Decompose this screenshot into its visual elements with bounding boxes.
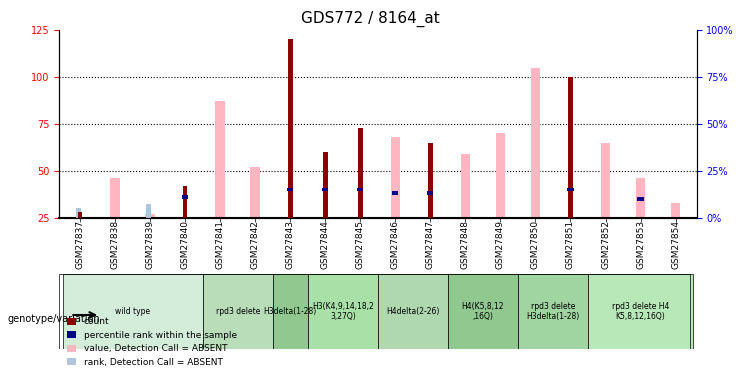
Text: GSM27854: GSM27854 xyxy=(671,220,680,269)
Text: H3delta(1-28): H3delta(1-28) xyxy=(264,307,317,316)
Bar xyxy=(250,167,260,218)
Bar xyxy=(448,274,518,349)
Bar xyxy=(322,188,328,191)
Text: GSM27850: GSM27850 xyxy=(531,220,540,269)
Bar xyxy=(145,214,155,217)
Bar xyxy=(378,274,448,349)
Text: GDS772 / 8164_at: GDS772 / 8164_at xyxy=(301,11,440,27)
Bar xyxy=(323,152,328,217)
Bar xyxy=(496,133,505,218)
Text: GSM27852: GSM27852 xyxy=(601,220,610,269)
Text: GSM27849: GSM27849 xyxy=(496,220,505,269)
Text: rpd3 delete: rpd3 delete xyxy=(216,307,260,316)
Text: GSM27846: GSM27846 xyxy=(391,220,400,269)
Bar xyxy=(531,68,540,218)
Bar xyxy=(518,274,588,349)
Text: H4delta(2-26): H4delta(2-26) xyxy=(386,307,439,316)
Text: GSM27845: GSM27845 xyxy=(356,220,365,269)
Text: H4(K5,8,12
,16Q): H4(K5,8,12 ,16Q) xyxy=(462,302,504,321)
Text: GSM27840: GSM27840 xyxy=(181,220,190,269)
Bar xyxy=(461,154,471,218)
Bar xyxy=(392,191,399,195)
Bar xyxy=(203,274,273,349)
Bar xyxy=(568,188,574,191)
Text: genotype/variation: genotype/variation xyxy=(7,314,100,324)
Text: GSM27838: GSM27838 xyxy=(111,220,120,269)
Text: rpd3 delete H4
K5,8,12,16Q): rpd3 delete H4 K5,8,12,16Q) xyxy=(612,302,669,321)
Bar xyxy=(428,191,433,195)
Bar xyxy=(358,128,362,218)
Text: GSM27851: GSM27851 xyxy=(566,220,575,269)
Bar xyxy=(637,197,644,201)
Bar xyxy=(568,77,573,218)
Text: GSM27848: GSM27848 xyxy=(461,220,470,269)
Bar xyxy=(391,137,400,218)
Bar xyxy=(357,188,364,191)
Bar xyxy=(588,274,693,349)
Text: wild type: wild type xyxy=(116,307,150,316)
Bar xyxy=(110,178,120,218)
Bar xyxy=(288,188,293,191)
Text: rpd3 delete
H3delta(1-28): rpd3 delete H3delta(1-28) xyxy=(526,302,579,321)
Text: GSM27844: GSM27844 xyxy=(321,220,330,269)
Bar xyxy=(76,208,81,218)
Bar xyxy=(601,142,611,218)
Bar xyxy=(146,204,150,218)
Bar xyxy=(308,274,378,349)
Text: GSM27853: GSM27853 xyxy=(636,220,645,269)
Text: GSM27847: GSM27847 xyxy=(426,220,435,269)
Bar xyxy=(288,39,293,218)
Text: GSM27843: GSM27843 xyxy=(286,220,295,269)
Bar xyxy=(428,142,433,218)
Bar xyxy=(273,274,308,349)
Bar xyxy=(216,101,225,217)
Bar xyxy=(671,202,680,217)
Bar xyxy=(182,195,188,199)
Legend: count, percentile rank within the sample, value, Detection Call = ABSENT, rank, : count, percentile rank within the sample… xyxy=(64,314,240,370)
Bar xyxy=(78,212,82,217)
Text: GSM27842: GSM27842 xyxy=(251,220,260,269)
Text: GSM27841: GSM27841 xyxy=(216,220,225,269)
Bar xyxy=(636,178,645,218)
Text: GSM27837: GSM27837 xyxy=(76,220,84,269)
Text: GSM27839: GSM27839 xyxy=(146,220,155,269)
Bar xyxy=(183,186,187,218)
Bar xyxy=(63,274,203,349)
Text: H3(K4,9,14,18,2
3,27Q): H3(K4,9,14,18,2 3,27Q) xyxy=(312,302,373,321)
